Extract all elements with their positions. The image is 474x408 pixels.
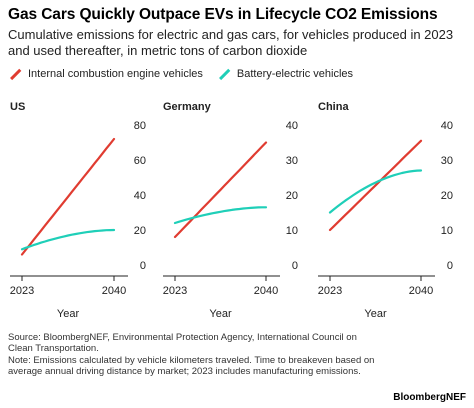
- y-tick-label-0-4: 80: [134, 120, 146, 132]
- x-tick-label-0-1: 2040: [102, 285, 126, 297]
- y-tick-label-0-2: 40: [134, 190, 146, 202]
- y-tick-label-1-2: 20: [286, 190, 298, 202]
- brand-logo: BloombergNEF: [393, 392, 466, 403]
- ice-line-0: [20, 137, 116, 256]
- x-axis-title-1: Year: [209, 308, 232, 320]
- x-tick-label-1-0: 2023: [163, 285, 187, 297]
- bev-line-0: [20, 228, 116, 251]
- y-tick-label-1-4: 40: [286, 120, 298, 132]
- y-tick-label-2-3: 30: [441, 155, 453, 167]
- x-tick-label-2-1: 2040: [409, 285, 433, 297]
- method-note: Note: Emissions calculated by vehicle ki…: [8, 354, 375, 377]
- panel-title-2: China: [318, 101, 349, 113]
- panel-title-1: Germany: [163, 101, 212, 113]
- legend-label-ice: Internal combustion engine vehicles: [28, 68, 203, 80]
- y-tick-label-0-3: 60: [134, 155, 146, 167]
- y-tick-label-1-0: 0: [292, 260, 298, 272]
- y-tick-label-1-1: 10: [286, 225, 298, 237]
- y-tick-label-0-1: 20: [134, 225, 146, 237]
- legend-label-bev: Battery-electric vehicles: [236, 68, 354, 80]
- legend-item-bev: Battery-electric vehicles: [217, 68, 353, 80]
- legend: Internal combustion engine vehicles Batt…: [8, 68, 367, 80]
- bev-line-2: [328, 169, 423, 214]
- chart-title: Gas Cars Quickly Outpace EVs in Lifecycl…: [8, 6, 438, 23]
- source-note: Source: BloombergNEF, Environmental Prot…: [8, 332, 357, 355]
- x-tick-label-0-0: 2023: [10, 285, 34, 297]
- y-tick-label-2-4: 40: [441, 120, 453, 132]
- panel-title-0: US: [10, 101, 25, 113]
- footer-notes: Source: BloombergNEF, Environmental Prot…: [8, 332, 378, 377]
- x-tick-label-2-0: 2023: [318, 285, 342, 297]
- ice-line-2: [328, 139, 423, 232]
- y-tick-label-1-3: 30: [286, 155, 298, 167]
- x-axis-title-2: Year: [364, 308, 387, 320]
- ice-line-1: [173, 141, 268, 239]
- x-axis-title-0: Year: [57, 308, 80, 320]
- y-tick-label-2-2: 20: [441, 190, 453, 202]
- y-tick-label-2-1: 10: [441, 225, 453, 237]
- chart-subtitle: Cumulative emissions for electric and ga…: [8, 27, 454, 58]
- bev-line-1: [173, 206, 268, 225]
- legend-item-ice: Internal combustion engine vehicles: [8, 68, 203, 80]
- x-tick-label-1-1: 2040: [254, 285, 278, 297]
- y-tick-label-2-0: 0: [447, 260, 453, 272]
- y-tick-label-0-0: 0: [140, 260, 146, 272]
